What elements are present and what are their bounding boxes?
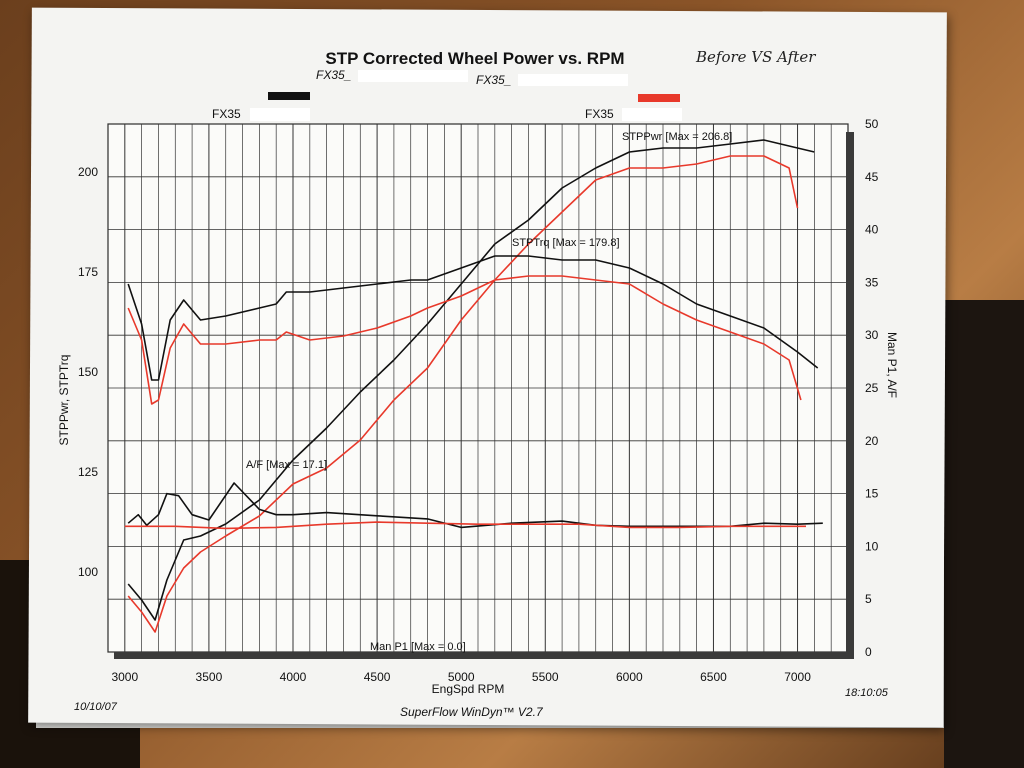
x-tick-label: 4500: [364, 670, 391, 684]
y-right-tick-label: 0: [865, 645, 872, 659]
y-right-tick-label: 10: [865, 539, 879, 553]
x-tick-label: 7000: [784, 670, 811, 684]
y-right-tick-label: 50: [865, 117, 879, 131]
chart-title: STP Corrected Wheel Power vs. RPM: [325, 49, 624, 68]
x-tick-label: 5500: [532, 670, 559, 684]
annotation-af: A/F [Max = 17.1]: [246, 459, 327, 471]
y-right-tick-label: 40: [865, 223, 879, 237]
run-label-left: FX35: [212, 107, 241, 121]
y-left-tick-label: 100: [78, 565, 98, 579]
series-line-stptrq-after: [127, 275, 802, 405]
x-tick-label: 6500: [700, 670, 727, 684]
bottom-axis-bar: [114, 652, 854, 659]
annotation-pwr: STPPwr [Max = 206.8]: [622, 131, 732, 143]
software-name: SuperFlow WinDyn™ V2.7: [400, 705, 544, 719]
handwritten-note: Before VS After: [695, 48, 816, 66]
y-right-tick-label: 20: [865, 434, 879, 448]
x-tick-label: 5000: [448, 670, 475, 684]
series-line-stppwr-before: [127, 139, 815, 621]
legend-left-label: FX35_: [316, 68, 351, 82]
y-right-tick-label: 30: [865, 328, 879, 342]
series-line-af-before: [127, 482, 823, 529]
legend-left-swatch: [268, 92, 310, 100]
x-tick-label: 6000: [616, 670, 643, 684]
y-right-tick-label: 5: [865, 592, 872, 606]
tick-labels: 3000 3500 4000 4500 5000 5500 6000 6500 70001001…: [78, 117, 879, 684]
grid: [107, 123, 854, 659]
y-right-tick-label: 35: [865, 275, 879, 289]
redacted-left: [358, 70, 468, 82]
redacted-run-right: [622, 108, 682, 121]
y-left-tick-label: 175: [78, 265, 98, 279]
run-label-right: FX35: [585, 107, 614, 121]
redacted-run-left: [250, 108, 310, 121]
series-line-af-after: [124, 521, 806, 530]
x-axis-label: EngSpd RPM: [432, 682, 505, 696]
series-line-stppwr-after: [127, 155, 799, 633]
date-stamp: 10/10/07: [74, 701, 118, 713]
y-left-tick-label: 200: [78, 165, 98, 179]
y-right-tick-label: 45: [865, 170, 879, 184]
series-line-stptrq-before: [127, 255, 819, 381]
x-tick-label: 3000: [111, 670, 138, 684]
x-tick-label: 3500: [196, 670, 223, 684]
y-axis-left-label: STPPwr, STPTrq: [57, 355, 71, 446]
x-tick-label: 4000: [280, 670, 307, 684]
annotation-trq: STPTrq [Max = 179.8]: [512, 237, 620, 249]
annotation-manp: Man P1 [Max = 0.0]: [370, 641, 466, 653]
y-right-tick-label: 15: [865, 487, 879, 501]
y-left-tick-label: 125: [78, 465, 98, 479]
y-left-tick-label: 150: [78, 365, 98, 379]
redacted-right: [518, 74, 628, 86]
legend-right-label: FX35_: [476, 73, 511, 87]
time-stamp: 18:10:05: [845, 687, 889, 699]
y-axis-right-label: Man P1, A/F: [885, 332, 899, 398]
series-lines: [124, 139, 823, 633]
right-axis-bar: [846, 132, 854, 652]
y-right-tick-label: 25: [865, 381, 879, 395]
table-edge: [944, 300, 1024, 768]
legend-right-swatch: [638, 94, 680, 102]
